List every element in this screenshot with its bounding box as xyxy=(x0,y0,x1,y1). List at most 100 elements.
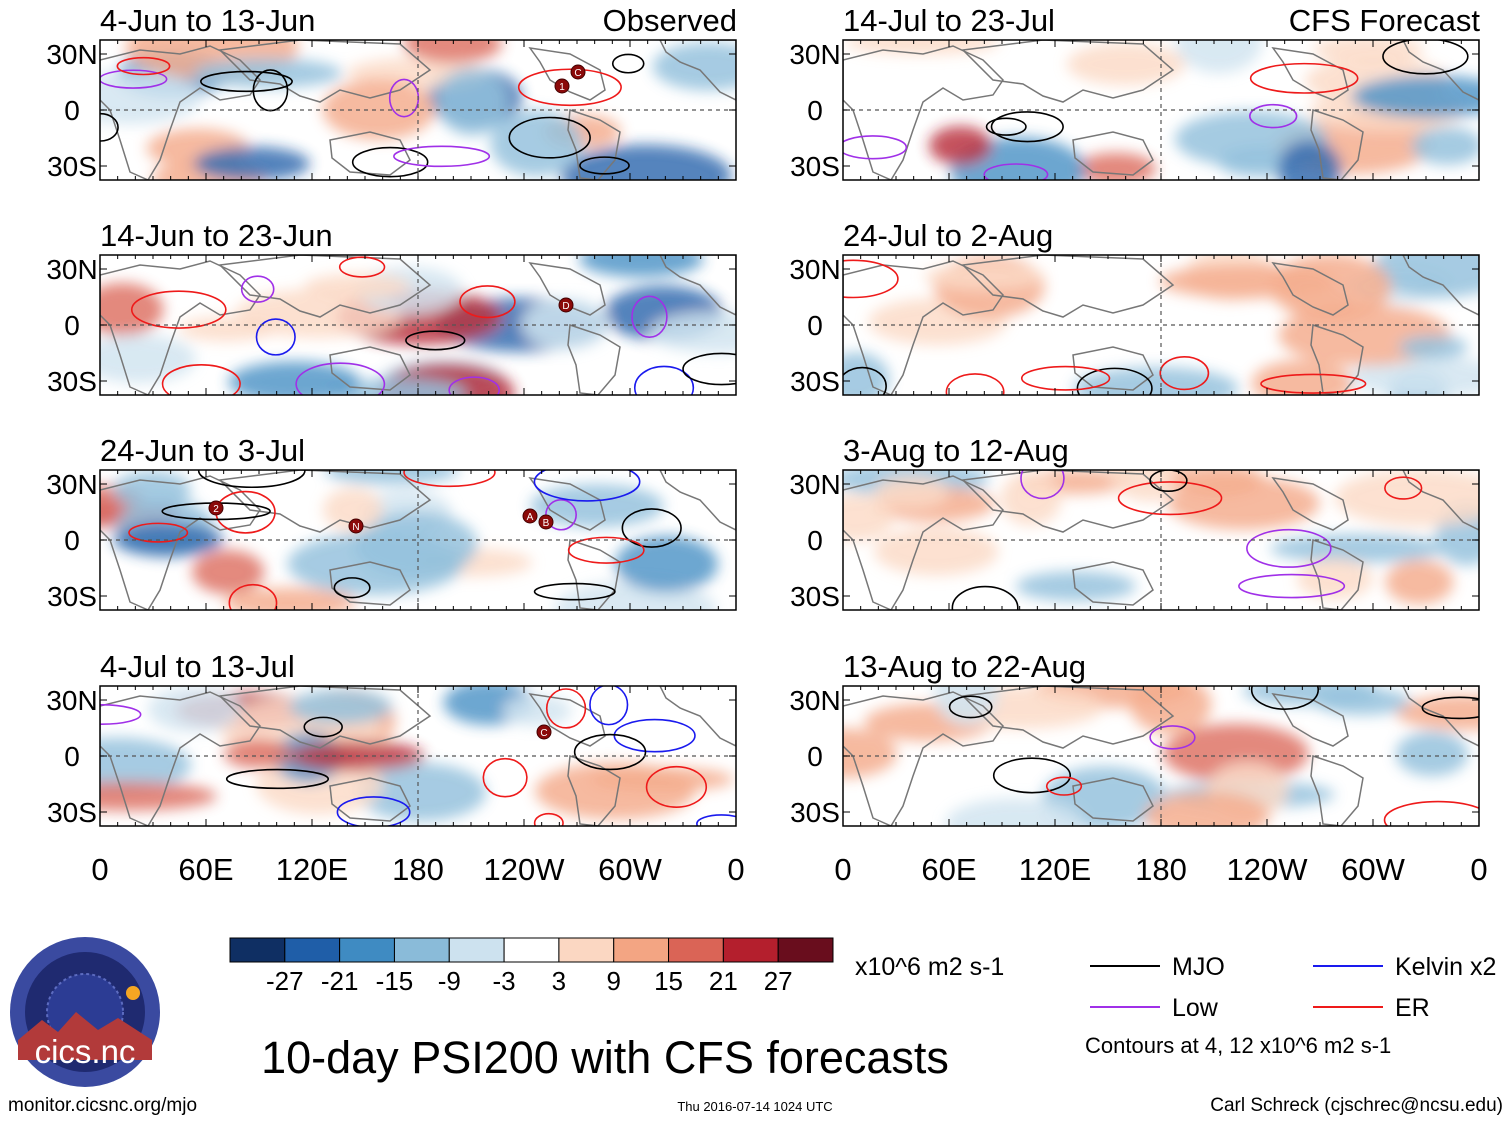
lat-label: 0 xyxy=(807,310,823,341)
lon-label: 120W xyxy=(484,852,566,887)
map-panel: 30N 0 30S 24-Jun to 3-Jul 2 N AB xyxy=(46,433,737,612)
psi200-shading xyxy=(844,40,1479,180)
panel-period-title: 3-Aug to 12-Aug xyxy=(843,433,1069,468)
colorbar-swatch xyxy=(229,937,286,963)
colorbar-swatch xyxy=(558,937,615,963)
map-panel: 30N 0 30S 4-Jun to 13-Jun 1C xyxy=(46,3,737,182)
colorbar-units: x10^6 m2 s-1 xyxy=(855,953,1004,981)
svg-text:B: B xyxy=(543,518,550,529)
colorbar-swatch xyxy=(284,937,341,963)
lon-label: 60E xyxy=(178,852,233,887)
svg-text:Kelvin x2: Kelvin x2 xyxy=(1395,953,1496,981)
panel-period-title: 24-Jul to 2-Aug xyxy=(843,218,1053,253)
lon-label: 60W xyxy=(1341,852,1405,887)
cfs-forecast-label: CFS Forecast xyxy=(1289,3,1481,38)
map-panel: 30N 0 30S 4-Jul to 13-Jul C xyxy=(46,649,737,828)
svg-text:MJO: MJO xyxy=(1172,953,1225,981)
map-panel: 30N 0 30S 13-Aug to 22-Aug xyxy=(789,649,1480,828)
map-panel: 30N 0 30S 24-Jul to 2-Aug xyxy=(789,218,1480,397)
colorbar-tick-label: -9 xyxy=(438,966,461,996)
storm-marker: 1 xyxy=(554,78,570,94)
lat-label: 30N xyxy=(789,254,840,285)
lon-axis-right: 0 60E 120E 180 120W 60W 0 xyxy=(834,852,1487,887)
coastlines xyxy=(843,255,1479,395)
lon-label: 180 xyxy=(392,852,444,887)
storm-marker: C xyxy=(536,724,552,740)
lat-label: 30S xyxy=(47,797,97,828)
legend-entry: ER xyxy=(1313,994,1430,1022)
lat-label: 30N xyxy=(46,469,97,500)
lat-label: 0 xyxy=(64,741,80,772)
svg-text:N: N xyxy=(352,522,359,533)
footer-website: monitor.cicsnc.org/mjo xyxy=(8,1095,197,1116)
lon-label: 0 xyxy=(91,852,108,887)
lon-label: 0 xyxy=(727,852,744,887)
colorbar-tick-label: 21 xyxy=(709,966,738,996)
coastlines xyxy=(100,40,736,180)
figure-title: 10-day PSI200 with CFS forecasts xyxy=(261,1032,949,1083)
colorbar-swatch xyxy=(777,937,834,963)
legend-entry: Low xyxy=(1090,994,1219,1022)
lat-label: 0 xyxy=(64,525,80,556)
lon-label: 0 xyxy=(1470,852,1487,887)
footer-timestamp: Thu 2016-07-14 1024 UTC xyxy=(677,1099,832,1114)
colorbar-tick-label: 3 xyxy=(552,966,566,996)
svg-text:C: C xyxy=(540,728,547,739)
colorbar: -27 -21 -15 -9 -3 3 9 15 21 27 xyxy=(229,937,834,996)
storm-marker: A xyxy=(522,508,538,524)
coastlines xyxy=(843,470,1479,610)
svg-text:1: 1 xyxy=(559,82,565,93)
svg-text:Low: Low xyxy=(1172,994,1219,1022)
lon-label: 120E xyxy=(276,852,348,887)
coastlines xyxy=(843,686,1479,826)
storm-marker: C xyxy=(570,64,586,80)
filter-contours xyxy=(843,40,1469,180)
filter-contours xyxy=(948,686,1479,826)
lat-label: 30N xyxy=(46,685,97,716)
lon-label: 60W xyxy=(598,852,662,887)
footer-credit: Carl Schreck (cjschrec@ncsu.edu) xyxy=(1210,1095,1503,1116)
map-panel: 30N 0 30S 14-Jul to 23-Jul xyxy=(789,3,1480,182)
logo-text: cics.nc xyxy=(35,1033,136,1070)
colorbar-tick-label: -3 xyxy=(493,966,516,996)
colorbar-swatch xyxy=(503,937,560,963)
svg-text:ER: ER xyxy=(1395,994,1430,1022)
observed-label: Observed xyxy=(603,3,737,38)
colorbar-tick-label: 27 xyxy=(764,966,793,996)
lon-label: 60E xyxy=(921,852,976,887)
map-panel: 30N 0 30S 14-Jun to 23-Jun D xyxy=(46,218,737,397)
lon-axis-left: 0 60E 120E 180 120W 60W 0 xyxy=(91,852,744,887)
lat-label: 30S xyxy=(47,366,97,397)
svg-text:C: C xyxy=(574,68,581,79)
filter-contours xyxy=(100,686,736,826)
lat-label: 30S xyxy=(47,581,97,612)
lat-label: 0 xyxy=(64,95,80,126)
colorbar-swatch xyxy=(613,937,670,963)
lon-label: 180 xyxy=(1135,852,1187,887)
lat-label: 0 xyxy=(64,310,80,341)
storm-marker: 2 xyxy=(208,500,224,516)
svg-text:A: A xyxy=(527,512,534,523)
colorbar-tick-label: 15 xyxy=(654,966,683,996)
colorbar-tick-label: -15 xyxy=(376,966,414,996)
panel-period-title: 13-Aug to 22-Aug xyxy=(843,649,1086,684)
colorbar-swatch xyxy=(448,937,505,963)
lat-label: 30S xyxy=(790,797,840,828)
lat-label: 30S xyxy=(47,151,97,182)
lat-label: 30S xyxy=(790,366,840,397)
lat-label: 0 xyxy=(807,741,823,772)
colorbar-tick-label: -21 xyxy=(321,966,359,996)
lon-label: 0 xyxy=(834,852,851,887)
storm-marker: N xyxy=(348,518,364,534)
svg-text:2: 2 xyxy=(213,504,219,515)
lat-label: 30N xyxy=(789,469,840,500)
contour-legend: MJO Kelvin x2 Low ER xyxy=(1090,953,1496,1022)
filter-contours xyxy=(130,256,736,395)
legend-entry: MJO xyxy=(1090,953,1225,981)
panel-period-title: 4-Jun to 13-Jun xyxy=(100,3,315,38)
colorbar-swatch xyxy=(668,937,724,963)
map-panel: 30N 0 30S 3-Aug to 12-Aug xyxy=(789,433,1480,612)
lat-label: 30N xyxy=(46,254,97,285)
